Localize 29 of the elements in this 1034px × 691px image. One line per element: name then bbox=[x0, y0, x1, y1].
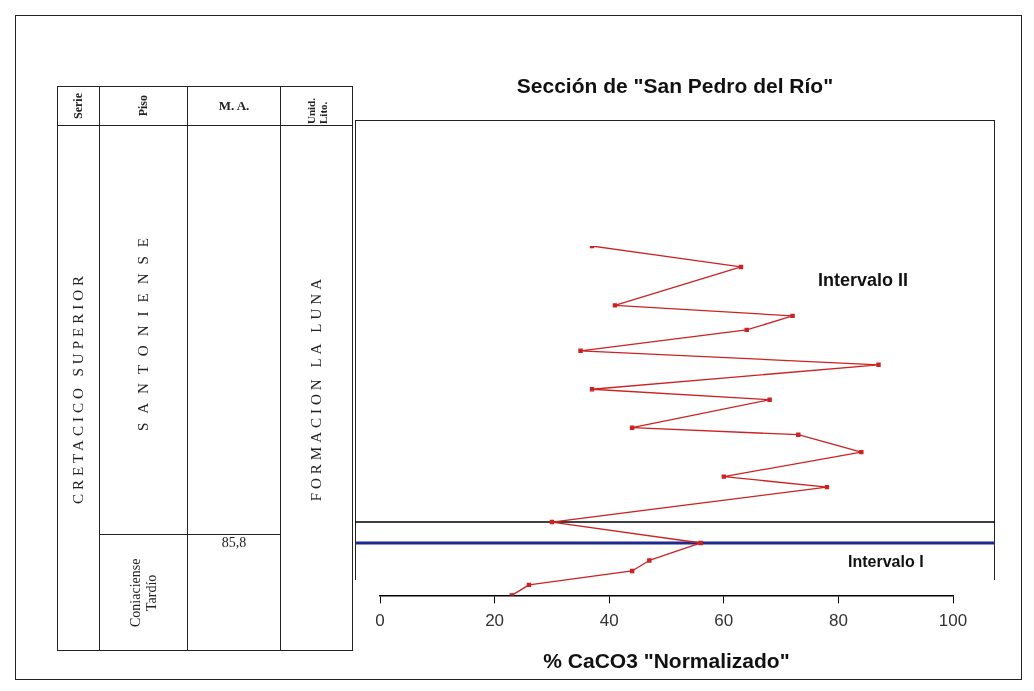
text: M. A. bbox=[218, 98, 250, 114]
text: 85,8 bbox=[221, 535, 247, 551]
annotation: Intervalo II bbox=[818, 270, 909, 291]
x-tick-label: 80 bbox=[828, 611, 848, 631]
point bbox=[721, 474, 727, 479]
x-tick-label: 20 bbox=[485, 611, 505, 631]
x-tick-label: 0 bbox=[375, 611, 385, 631]
text: SANTONIENSE bbox=[135, 228, 152, 432]
text: Serie bbox=[71, 93, 86, 119]
x-tick-label: 40 bbox=[599, 611, 619, 631]
x-tick-label: 60 bbox=[714, 611, 734, 631]
point bbox=[578, 348, 583, 354]
point bbox=[876, 362, 881, 367]
point bbox=[767, 397, 772, 402]
point bbox=[647, 558, 652, 563]
point bbox=[629, 425, 635, 430]
x-tick-label: 100 bbox=[938, 611, 968, 631]
text: Unid. Lito. bbox=[304, 97, 329, 124]
x-axis-title: % CaCO3 "Normalizado" bbox=[543, 649, 790, 673]
point bbox=[790, 313, 795, 319]
point bbox=[612, 303, 618, 308]
point bbox=[859, 449, 864, 455]
chart-title: Sección de "San Pedro del Río" bbox=[515, 74, 835, 98]
text: Piso bbox=[136, 95, 151, 117]
text: CRETACICO SUPERIOR bbox=[70, 271, 87, 505]
annotation: Intervalo I bbox=[848, 553, 924, 571]
text: Coniaciense Tardío bbox=[127, 557, 160, 629]
point bbox=[796, 432, 801, 437]
text: FORMACION LA LUNA bbox=[308, 274, 325, 502]
